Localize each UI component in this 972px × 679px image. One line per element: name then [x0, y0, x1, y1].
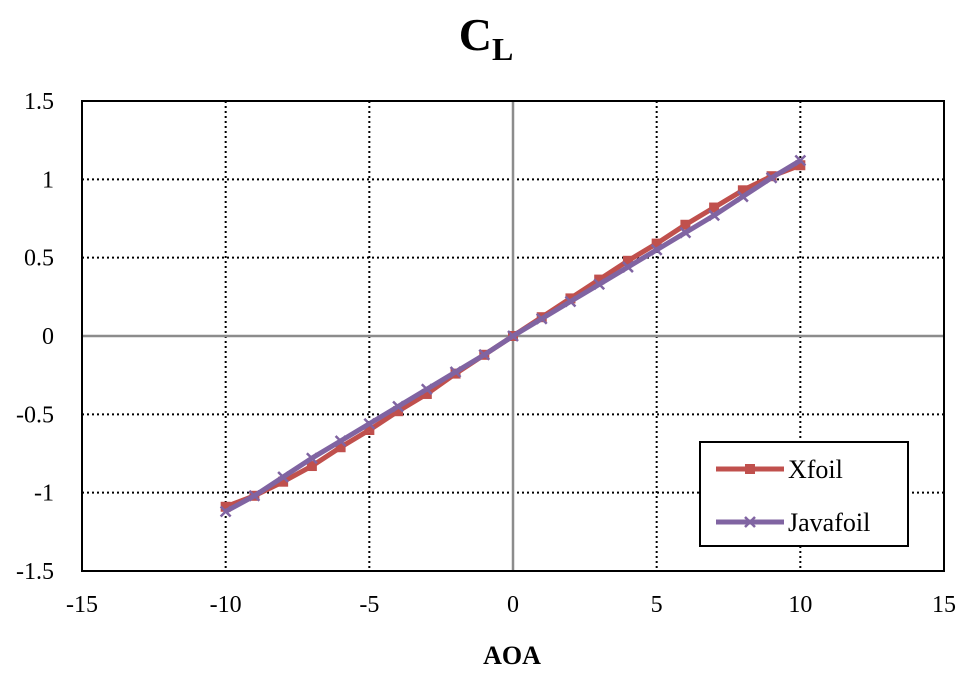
x-marker: [305, 452, 318, 465]
x-tick-label: -5: [359, 592, 379, 618]
square-marker: [745, 464, 755, 474]
square-marker: [565, 293, 576, 304]
square-marker: [421, 388, 432, 399]
x-marker: [535, 312, 548, 325]
chart-title-main: C: [459, 9, 492, 60]
plot-frame: [81, 100, 945, 572]
square-marker: [278, 476, 289, 487]
square-marker: [594, 274, 605, 285]
legend-item-javafoil: Javafoil: [716, 508, 870, 537]
x-marker: [248, 489, 261, 502]
legend-label: Xfoil: [788, 455, 843, 484]
x-marker: [219, 505, 232, 518]
x-axis-label: AOA: [483, 641, 541, 670]
x-marker: [650, 243, 663, 256]
square-marker: [795, 160, 806, 171]
x-marker: [679, 226, 692, 239]
chart-title: CL: [459, 9, 514, 67]
y-tick-label: 1.5: [24, 89, 54, 115]
x-tick-label: 10: [788, 592, 812, 618]
square-marker: [709, 202, 720, 213]
x-tick-label: 5: [651, 592, 663, 618]
tick-labels: -15 -10 -5 0 5 10 15 -1.5 -1 -0.5 0 0.5 1 1.5: [16, 89, 956, 618]
x-tick-label: -10: [210, 592, 242, 618]
legend-item-xfoil: Xfoil: [716, 455, 843, 484]
x-marker: [564, 295, 577, 308]
x-marker: [622, 261, 634, 273]
x-marker: [420, 383, 433, 396]
y-tick-label: -1: [34, 481, 54, 507]
legend-box: [699, 441, 909, 547]
x-marker: [334, 435, 347, 447]
y-tick-label: 0: [42, 324, 54, 350]
square-marker: [622, 255, 633, 266]
x-marker: [392, 400, 404, 413]
square-marker: [220, 501, 231, 512]
square-marker: [737, 185, 748, 196]
x-marker: [277, 471, 290, 483]
x-tick-label: -15: [66, 592, 98, 618]
x-marker: [736, 190, 749, 203]
square-marker: [364, 425, 375, 435]
series-javafoil: [219, 154, 807, 518]
square-marker: [651, 238, 662, 249]
legend-label: Javafoil: [788, 508, 870, 537]
x-marker: [794, 154, 807, 167]
x-marker: [708, 209, 721, 222]
x-marker: [363, 417, 376, 430]
x-marker: [507, 330, 519, 342]
x-marker: [744, 516, 756, 528]
series: [219, 154, 807, 518]
square-marker: [393, 406, 404, 417]
x-tick-label: 15: [932, 592, 956, 618]
y-tick-label: 1: [42, 167, 54, 193]
chart-title-subscript: L: [492, 31, 513, 67]
legend: Xfoil Javafoil: [699, 441, 909, 547]
x-marker: [478, 348, 491, 361]
y-tick-label: -1.5: [16, 559, 54, 585]
square-marker: [680, 219, 691, 230]
x-tick-label: 0: [507, 592, 519, 618]
square-marker: [306, 461, 317, 472]
y-tick-label: -0.5: [16, 402, 54, 428]
y-tick-label: 0.5: [24, 246, 54, 272]
x-marker: [593, 278, 606, 291]
square-marker: [335, 442, 346, 453]
x-marker: [765, 171, 778, 184]
x-marker: [449, 366, 462, 378]
